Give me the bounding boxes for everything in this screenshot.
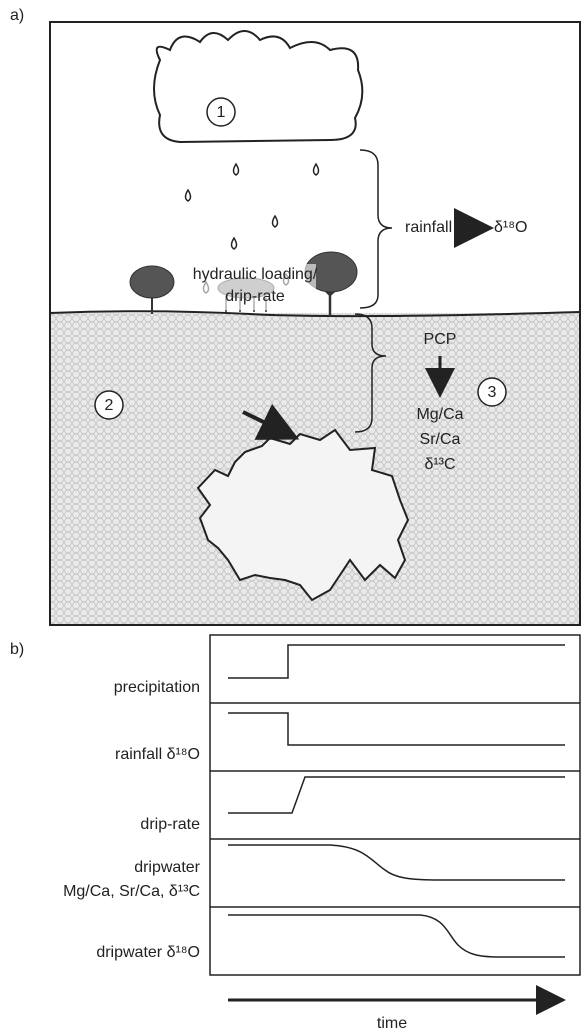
- pcp-label: PCP: [424, 331, 457, 348]
- proxy-label: Mg/Ca: [416, 406, 463, 423]
- row-label: drip-rate: [140, 816, 200, 833]
- panel-b-frame: [210, 635, 580, 975]
- cloud: [154, 31, 362, 142]
- number: 2: [105, 397, 114, 414]
- panel-label: b): [10, 641, 24, 658]
- proxy-label: Sr/Ca: [420, 431, 461, 448]
- proxy-label: δ¹³C: [424, 456, 455, 473]
- trace: [228, 645, 565, 678]
- rainfall-label: rainfall: [405, 219, 452, 236]
- figure: a) 1 rainfall δ¹⁸O hydraulic loading/ dr…: [0, 0, 584, 1035]
- trace: [228, 915, 565, 957]
- number: 3: [488, 384, 497, 401]
- time-label: time: [377, 1015, 407, 1032]
- row-label: dripwater δ¹⁸O: [96, 944, 200, 961]
- row-label: dripwater: [134, 859, 200, 876]
- trace: [228, 845, 565, 880]
- brace: [360, 150, 392, 308]
- hydraulic-label: hydraulic loading/: [193, 266, 318, 283]
- row-label: precipitation: [114, 679, 200, 696]
- trace: [228, 777, 565, 813]
- panel-label: a): [10, 7, 24, 24]
- hydraulic-label: drip-rate: [225, 288, 285, 305]
- trace: [228, 713, 565, 745]
- row-label: Mg/Ca, Sr/Ca, δ¹³C: [63, 883, 200, 900]
- row-label: rainfall δ¹⁸O: [115, 746, 200, 763]
- proxy-label: δ¹⁸O: [494, 219, 527, 236]
- number: 1: [217, 104, 226, 121]
